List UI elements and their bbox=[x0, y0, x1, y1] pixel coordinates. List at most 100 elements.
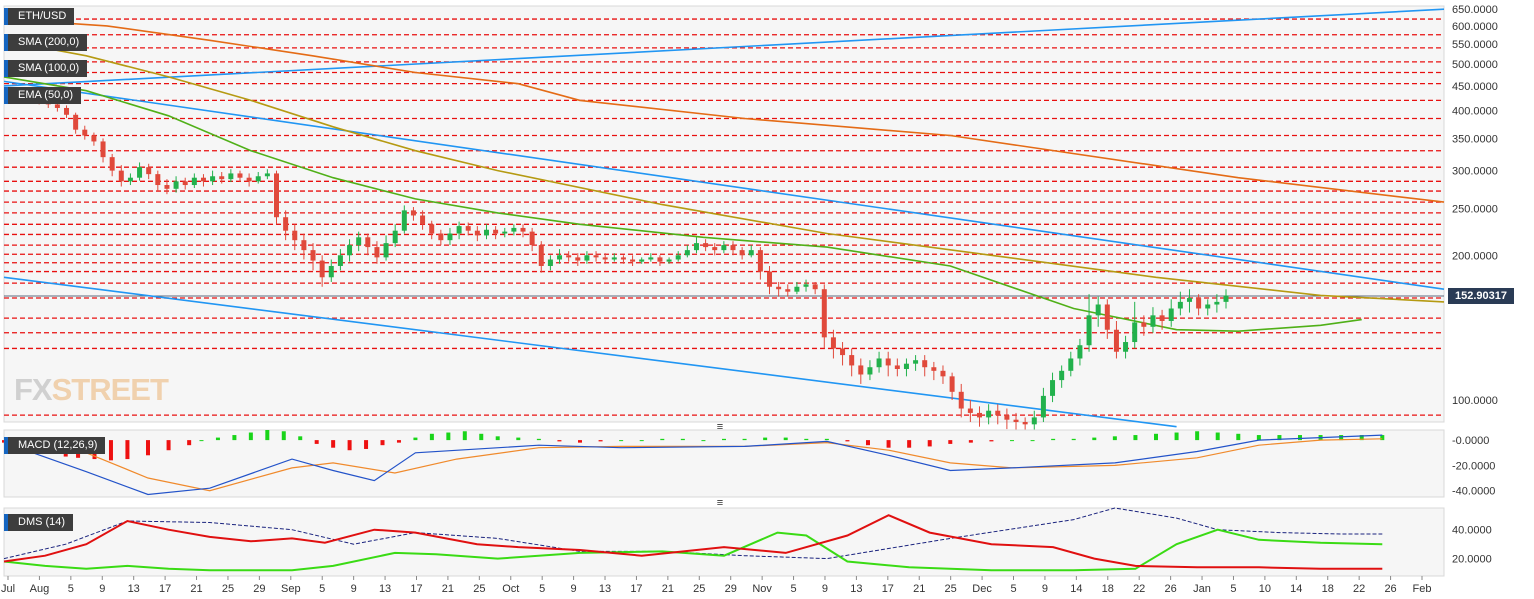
candle-body bbox=[483, 229, 489, 236]
candle-body bbox=[146, 167, 152, 175]
candle-body bbox=[858, 365, 864, 375]
macd-histogram-bar bbox=[281, 431, 286, 441]
candle-body bbox=[913, 360, 919, 364]
macd-histogram-bar bbox=[396, 440, 401, 443]
macd-histogram-bar bbox=[742, 438, 747, 441]
date-tick-label: 22 bbox=[1133, 583, 1145, 595]
watermark-fx: FX bbox=[14, 372, 53, 407]
candle-body bbox=[493, 229, 499, 234]
macd-histogram-bar bbox=[886, 440, 891, 448]
date-tick-label: 26 bbox=[1164, 583, 1176, 595]
date-tick-label: 21 bbox=[913, 583, 925, 595]
candle-body bbox=[1223, 295, 1229, 302]
candle-body bbox=[1059, 370, 1065, 381]
macd-histogram-bar bbox=[927, 440, 932, 447]
date-tick-label: 9 bbox=[571, 583, 577, 595]
candle-body bbox=[383, 243, 389, 258]
price-tick-label: 500.0000 bbox=[1452, 59, 1498, 71]
date-tick-label: 29 bbox=[253, 583, 265, 595]
candle-body bbox=[155, 174, 161, 186]
candle-body bbox=[757, 250, 763, 272]
candle-body bbox=[1113, 329, 1119, 352]
legend-dms[interactable]: DMS (14) bbox=[4, 514, 74, 531]
macd-histogram-bar bbox=[166, 440, 171, 451]
candle-body bbox=[1013, 419, 1019, 422]
date-tick-label: 9 bbox=[351, 583, 357, 595]
date-tick-label: 13 bbox=[128, 583, 140, 595]
date-tick-label: 25 bbox=[473, 583, 485, 595]
price-pane bbox=[3, 5, 1445, 432]
candle-body bbox=[812, 284, 818, 290]
date-tick-label: 21 bbox=[442, 583, 454, 595]
date-tick-label: 13 bbox=[850, 583, 862, 595]
candle-body bbox=[922, 360, 928, 368]
candle-body bbox=[328, 265, 334, 278]
candle-body bbox=[657, 257, 663, 262]
date-tick-label: 18 bbox=[1102, 583, 1114, 595]
macd-histogram-bar bbox=[108, 440, 113, 461]
date-tick-label: 13 bbox=[379, 583, 391, 595]
macd-histogram-bar bbox=[824, 438, 829, 441]
candle-body bbox=[1050, 380, 1056, 396]
sma200-line bbox=[3, 18, 1445, 203]
legend-symbol[interactable]: ETH/USD bbox=[4, 8, 75, 25]
macd-histogram-bar bbox=[1380, 435, 1385, 441]
legend-sma100[interactable]: SMA (100,0) bbox=[4, 60, 88, 77]
macd-histogram-bar bbox=[298, 436, 303, 441]
candle-body bbox=[347, 245, 353, 256]
candle-body bbox=[91, 135, 97, 142]
macd-histogram-bar bbox=[1174, 432, 1179, 441]
price-tick-label: 400.0000 bbox=[1452, 106, 1498, 118]
date-tick-label: 21 bbox=[662, 583, 674, 595]
candle-body bbox=[64, 107, 70, 115]
candle-body bbox=[693, 243, 699, 251]
date-tick-label: 22 bbox=[1353, 583, 1365, 595]
macd-histogram-bar bbox=[146, 440, 150, 456]
candle-body bbox=[675, 255, 681, 260]
candle-body bbox=[474, 230, 480, 236]
candle-body bbox=[456, 226, 462, 234]
legend-macd[interactable]: MACD (12,26,9) bbox=[4, 437, 106, 454]
macd-histogram-bar bbox=[1154, 433, 1158, 441]
candle-body bbox=[109, 157, 115, 171]
date-tick-label: 10 bbox=[1259, 583, 1271, 595]
candle-body bbox=[639, 259, 645, 262]
macd-histogram-bar bbox=[1071, 438, 1076, 441]
candle-body bbox=[447, 233, 453, 241]
legend-ema50[interactable]: EMA (50,0) bbox=[4, 87, 82, 104]
macd-histogram-bar bbox=[265, 430, 270, 441]
price-tick-label: 300.0000 bbox=[1452, 166, 1498, 178]
candle-body bbox=[611, 257, 617, 260]
macd-histogram-bar bbox=[1010, 440, 1014, 442]
macd-histogram-bar bbox=[1359, 435, 1364, 441]
candle-body bbox=[575, 257, 581, 261]
candle-body bbox=[410, 210, 416, 216]
legend-sma200[interactable]: SMA (200,0) bbox=[4, 34, 88, 51]
date-tick-label: 14 bbox=[1070, 583, 1082, 595]
candle-body bbox=[876, 358, 882, 368]
date-tick-label: 5 bbox=[319, 583, 325, 595]
macd-histogram-bar bbox=[187, 440, 192, 446]
macd-histogram-bar bbox=[516, 437, 521, 441]
candle-body bbox=[1031, 417, 1037, 425]
candle-body bbox=[931, 367, 937, 371]
macd-histogram-bar bbox=[1112, 436, 1117, 441]
macd-tick-label: -40.0000 bbox=[1452, 486, 1495, 498]
candle-body bbox=[995, 410, 1001, 416]
candle-body bbox=[274, 173, 280, 218]
macd-histogram-bar bbox=[968, 440, 973, 443]
trendline-falling-lower bbox=[3, 276, 1177, 428]
ema50-line bbox=[3, 76, 1362, 333]
macd-histogram-bar bbox=[314, 440, 319, 444]
axis-layer: 650.0000 600.0000 550.0000 500.0000 450.0000… bbox=[1, 4, 1498, 595]
date-tick-label: Dec bbox=[972, 583, 992, 595]
candle-body bbox=[228, 173, 234, 180]
candle-body bbox=[739, 250, 745, 256]
macd-tick-label: -0.0000 bbox=[1452, 435, 1489, 447]
candle-body bbox=[182, 181, 188, 186]
candle-body bbox=[620, 257, 626, 260]
macd-pane: ≡ bbox=[2, 421, 1445, 498]
candle-body bbox=[200, 177, 206, 182]
macd-histogram-bar bbox=[660, 438, 665, 441]
candle-body bbox=[1159, 315, 1165, 321]
